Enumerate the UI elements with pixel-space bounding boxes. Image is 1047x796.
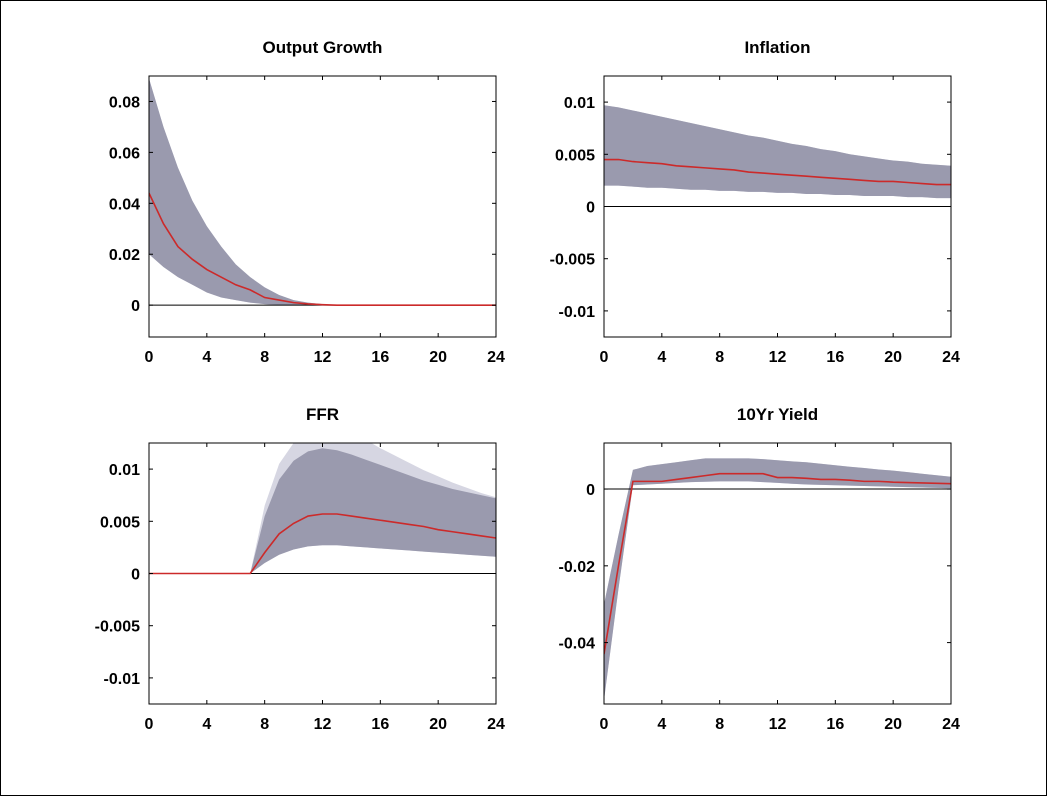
panel-title: Output Growth	[263, 38, 383, 57]
x-tick-label: 4	[657, 349, 666, 366]
y-tick-label: 0.04	[109, 196, 140, 213]
y-tick-label: 0.06	[109, 145, 140, 162]
panel-4: 0 4 8 12 16 20 24 -0.04 -0.02 0 10Yr Yield	[559, 405, 960, 733]
band-inner	[149, 448, 496, 574]
x-tick-label: 24	[942, 716, 960, 733]
y-tick-label: -0.02	[559, 559, 596, 576]
y-tick-label: -0.005	[95, 619, 140, 636]
panel-title: Inflation	[744, 38, 810, 57]
median-line	[149, 192, 496, 306]
x-tick-label: 20	[884, 349, 902, 366]
x-tick-label: 8	[260, 349, 269, 366]
x-tick-label: 4	[202, 716, 211, 733]
x-tick-label: 16	[371, 349, 389, 366]
x-tick-label: 12	[769, 716, 787, 733]
x-tick-label: 20	[429, 716, 447, 733]
y-tick-label: -0.04	[559, 636, 596, 653]
x-tick-label: 8	[715, 349, 724, 366]
y-tick-label: 0	[586, 482, 595, 499]
band-outer	[604, 458, 951, 701]
band-inner	[149, 78, 496, 306]
x-tick-label: 16	[371, 716, 389, 733]
x-tick-label: 16	[826, 349, 844, 366]
y-tick-label: -0.005	[550, 252, 595, 269]
y-tick-label: 0.01	[109, 462, 140, 479]
x-tick-label: 20	[429, 349, 447, 366]
x-tick-label: 0	[600, 349, 609, 366]
median-line	[149, 513, 496, 575]
panel-3: 0 4 8 12 16 20 24 -0.01 -0.005 0 0.005 0.01 FFR	[95, 405, 505, 733]
median-line	[604, 472, 951, 655]
x-tick-label: 4	[657, 716, 666, 733]
panel-title: FFR	[306, 405, 339, 424]
y-tick-label: 0	[131, 298, 140, 315]
y-tick-label: 0	[131, 567, 140, 584]
plot-area	[149, 78, 496, 306]
x-tick-label: 4	[202, 349, 211, 366]
x-tick-label: 0	[600, 716, 609, 733]
x-tick-label: 20	[884, 716, 902, 733]
x-tick-label: 16	[826, 716, 844, 733]
panel-1: 0 4 8 12 16 20 24 0 0.02 0.04 0.06 0.08 Output Growt…	[109, 38, 505, 366]
plot-area	[604, 105, 951, 207]
y-tick-label: 0.08	[109, 94, 140, 111]
y-tick-label: -0.01	[559, 304, 596, 321]
x-tick-label: 0	[145, 716, 154, 733]
x-tick-label: 24	[942, 349, 960, 366]
x-tick-label: 8	[260, 716, 269, 733]
x-tick-label: 12	[769, 349, 787, 366]
y-tick-label: 0	[586, 200, 595, 217]
x-tick-label: 12	[314, 716, 332, 733]
x-tick-label: 0	[145, 349, 154, 366]
y-tick-label: 0.02	[109, 247, 140, 264]
y-tick-label: 0.005	[555, 147, 595, 164]
plot-area	[149, 443, 496, 575]
y-tick-label: -0.01	[104, 671, 141, 688]
x-tick-label: 8	[715, 716, 724, 733]
x-tick-label: 24	[487, 716, 505, 733]
panel-2: 0 4 8 12 16 20 24 -0.01 -0.005 0 0.005 0.01 Inflatio…	[550, 38, 960, 366]
band-inner	[604, 458, 951, 701]
panel-title: 10Yr Yield	[737, 405, 818, 424]
y-tick-label: 0.005	[100, 514, 140, 531]
band-inner	[604, 105, 951, 199]
median-line	[604, 158, 951, 186]
x-tick-label: 24	[487, 349, 505, 366]
axes-box	[148, 75, 497, 338]
x-tick-label: 12	[314, 349, 332, 366]
y-tick-label: 0.01	[564, 95, 595, 112]
plot-area	[604, 458, 951, 701]
